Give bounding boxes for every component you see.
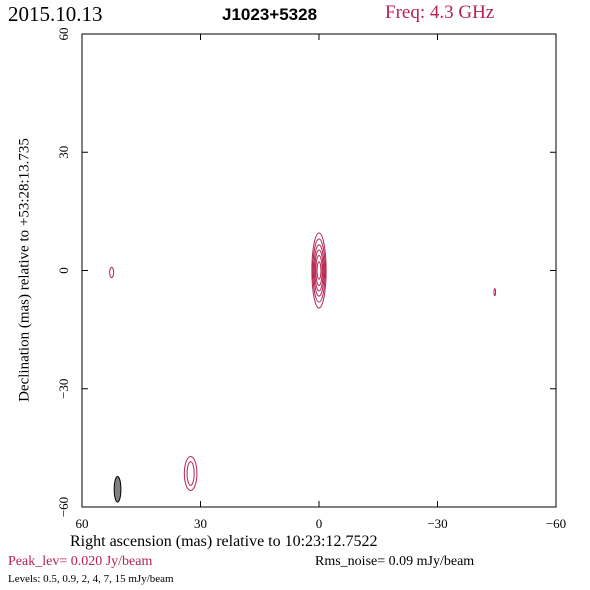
y-tick-label: 30 <box>56 146 71 159</box>
contour-levels: Levels: 0.5, 0.9, 2, 4, 7, 15 mJy/beam <box>8 573 174 585</box>
y-tick-label: −60 <box>56 497 71 517</box>
contour-core <box>311 232 327 309</box>
observation-date: 2015.10.13 <box>8 2 103 26</box>
rms-noise: Rms_noise= 0.09 mJy/beam <box>315 554 475 569</box>
contour-west-feature <box>493 288 497 297</box>
y-axis-label: Declination (mas) relative to +53:28:13.… <box>16 138 33 402</box>
contour-core <box>314 249 324 292</box>
x-tick-label: 60 <box>76 516 89 531</box>
x-axis-label: Right ascension (mas) relative to 10:23:… <box>70 533 378 550</box>
x-tick-label: 0 <box>316 516 323 531</box>
beam-ellipse <box>113 475 122 503</box>
x-tick-label: −60 <box>546 516 566 531</box>
y-tick-label: −30 <box>56 379 71 399</box>
frequency-label: Freq: 4.3 GHz <box>385 2 495 23</box>
contour-core <box>313 244 325 297</box>
source-name: J1023+5328 <box>222 5 318 24</box>
contour-east-feature <box>109 266 115 279</box>
x-tick-label: 30 <box>194 516 207 531</box>
plot-frame <box>81 33 557 508</box>
x-tick-label: −30 <box>427 516 447 531</box>
contour-south-feature <box>183 456 198 491</box>
contour-core <box>316 261 322 280</box>
peak-level: Peak_lev= 0.020 Jy/beam <box>8 554 153 569</box>
y-tick-label: 60 <box>56 28 71 41</box>
contour-core <box>315 255 323 286</box>
contour-south-feature <box>186 461 195 486</box>
y-tick-label: 0 <box>56 267 71 274</box>
contour-core <box>312 238 326 303</box>
